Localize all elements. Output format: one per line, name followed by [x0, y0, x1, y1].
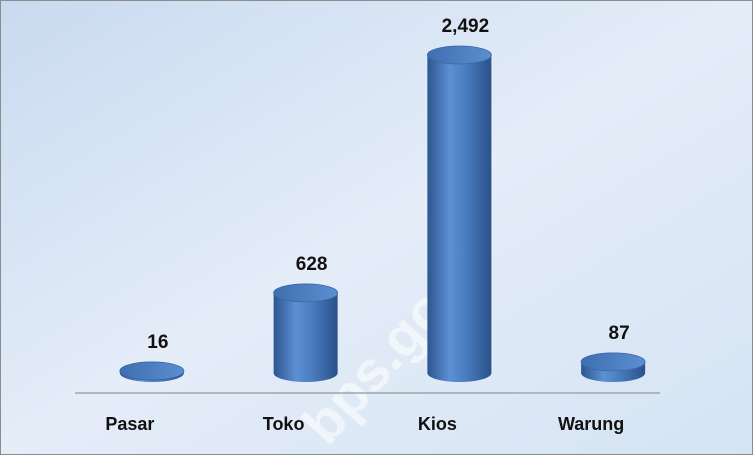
- category-label: Warung: [558, 414, 624, 434]
- cylinder-body: [273, 292, 338, 373]
- category-label: Pasar: [105, 414, 154, 434]
- value-label: 87: [609, 323, 630, 344]
- value-label: 628: [296, 254, 328, 275]
- value-label: 2,492: [442, 16, 490, 37]
- cylinder-top: [273, 283, 339, 303]
- category-label: Toko: [263, 414, 305, 434]
- cylinder-top: [580, 352, 646, 372]
- cylinder-top: [119, 361, 185, 381]
- category-label: Kios: [418, 414, 457, 434]
- cylinder-body: [427, 55, 492, 373]
- cylinder-top: [426, 45, 492, 65]
- value-label: 16: [147, 332, 168, 353]
- cylinder-bottom: [273, 364, 338, 382]
- cylinder-bottom: [427, 364, 492, 382]
